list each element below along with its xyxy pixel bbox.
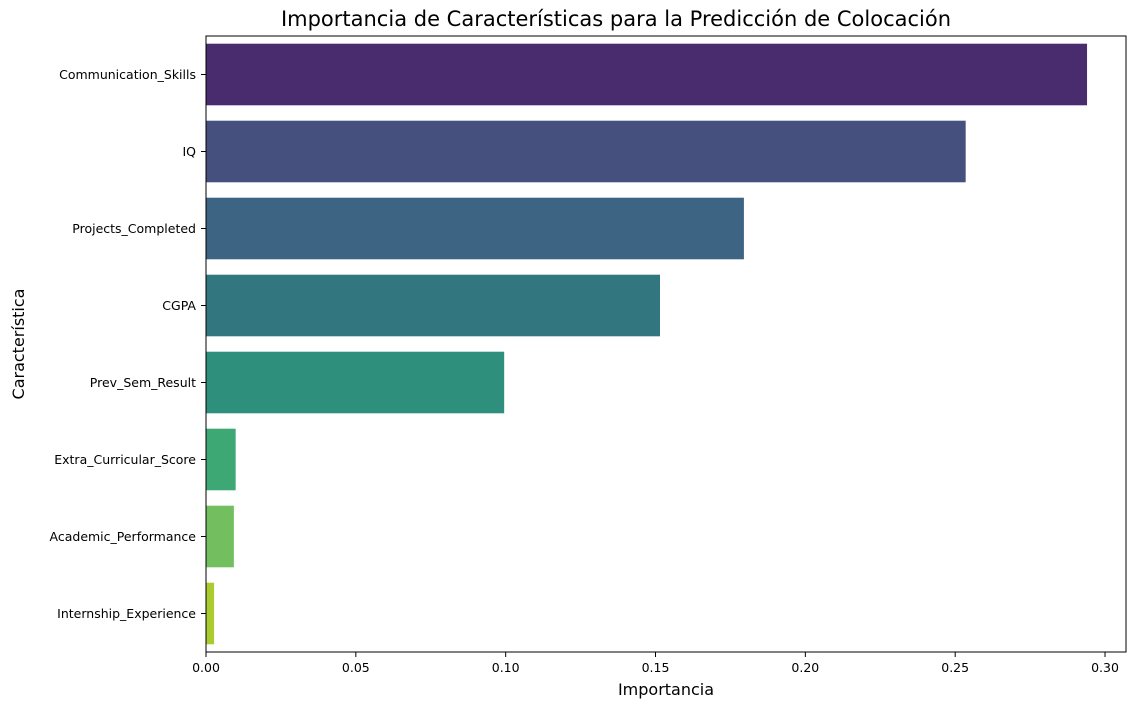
bar-internship-experience [206,582,215,645]
x-tick-label: 0.00 [192,660,220,675]
x-axis-label: Importancia [618,680,714,699]
bar-cgpa [206,274,661,337]
bars-group [206,43,1088,645]
x-tick-label: 0.10 [492,660,520,675]
bar-iq [206,120,966,183]
y-tick-label: CGPA [162,298,196,313]
y-axis-label: Característica [9,289,28,400]
bar-academic-performance [206,505,234,568]
bar-extra-curricular-score [206,428,236,491]
y-tick-label: Projects_Completed [72,221,196,236]
x-tick-label: 0.25 [941,660,969,675]
x-tick-label: 0.15 [642,660,670,675]
x-tick-label: 0.30 [1091,660,1119,675]
x-tick-label: 0.20 [791,660,819,675]
x-tick-label: 0.05 [342,660,370,675]
bar-prev-sem-result [206,351,505,414]
y-tick-label: IQ [182,144,196,159]
x-axis-ticks: 0.00 0.05 0.10 0.15 0.20 0.25 0.30 [192,652,1119,675]
y-tick-label: Internship_Experience [57,606,196,621]
bar-communication-skills [206,43,1088,106]
y-tick-label: Academic_Performance [50,529,197,544]
chart-title: Importancia de Características para la P… [281,7,951,31]
bar-projects-completed [206,197,744,260]
y-tick-label: Prev_Sem_Result [90,375,196,390]
y-tick-label: Communication_Skills [59,67,196,82]
plot-frame [205,35,1127,653]
y-tick-label: Extra_Curricular_Score [54,452,196,467]
y-axis-ticks: Communication_Skills IQ Projects_Completed… [50,67,206,621]
